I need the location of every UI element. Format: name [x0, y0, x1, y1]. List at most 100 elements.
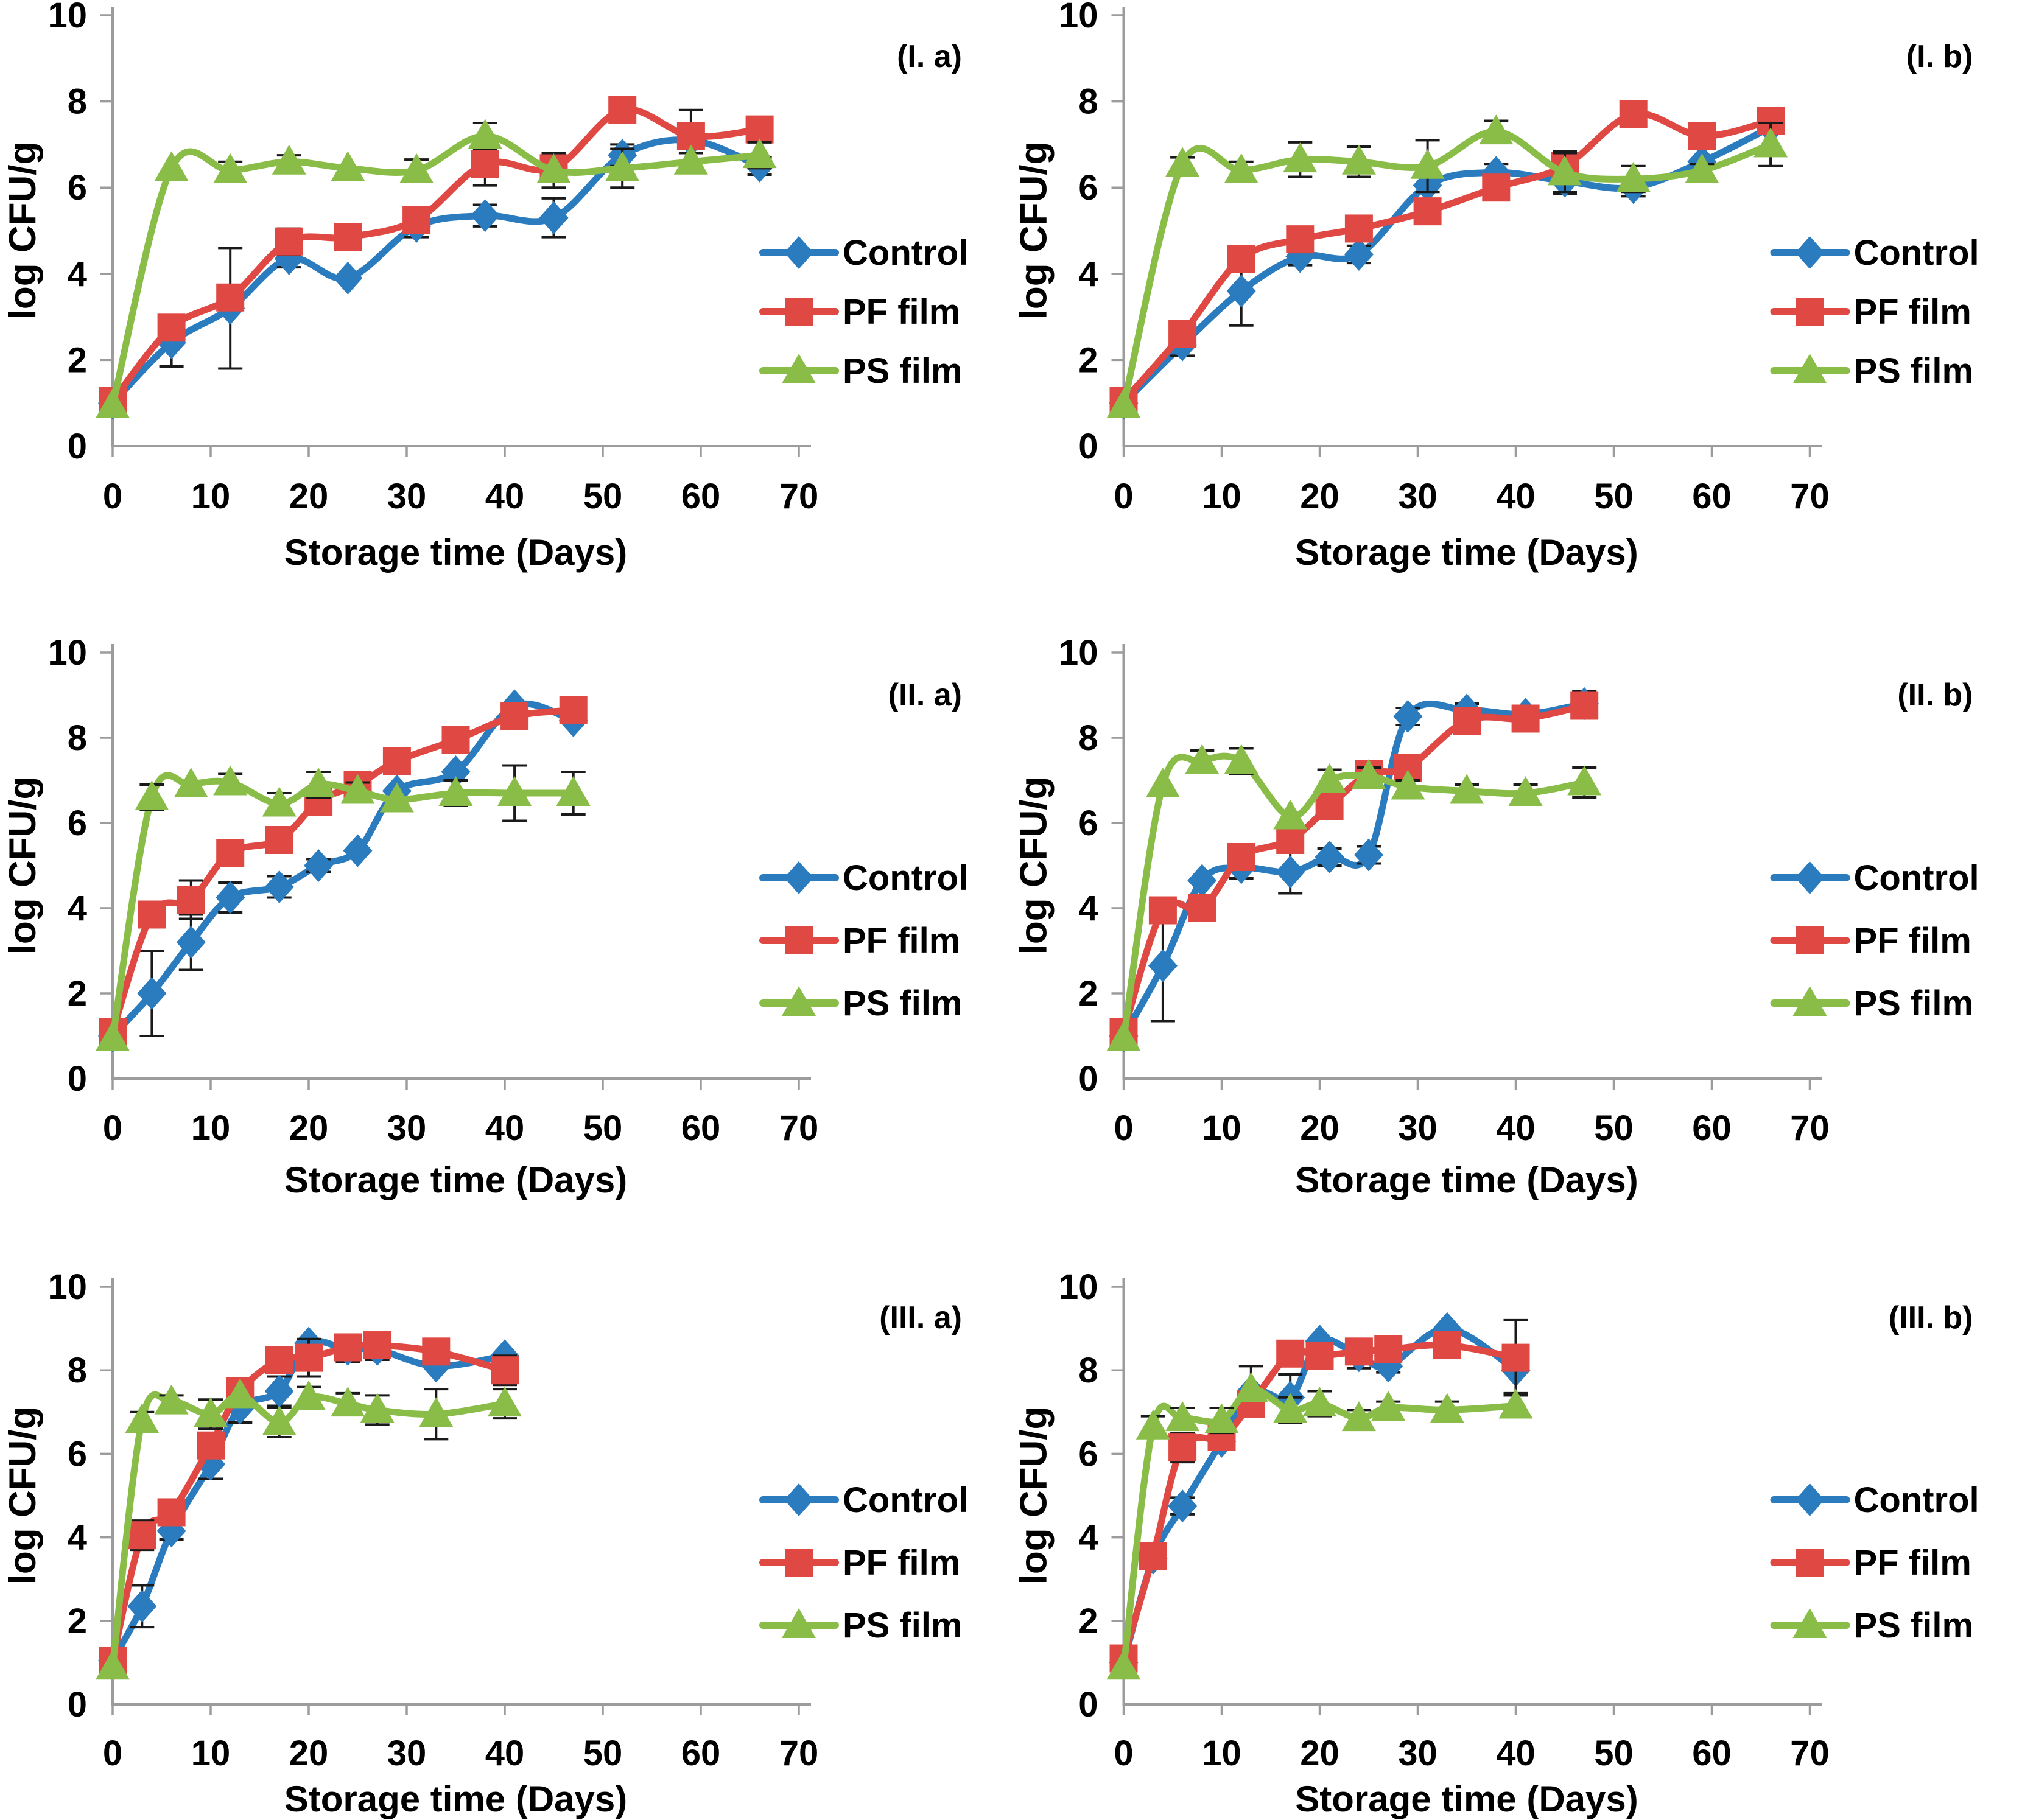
- square-marker: [1276, 1339, 1305, 1368]
- triangle-marker: [213, 153, 248, 183]
- panel-III-a: 0 2 4 6 8 10 0 10 20 30 40 50 60 70 log CFU/g Storage t…: [0, 1214, 1011, 1820]
- y-axis-title: log CFU/g: [2, 142, 44, 320]
- triangle-marker: [125, 1403, 160, 1433]
- square-marker: [1619, 100, 1648, 128]
- series-line: [1120, 700, 1588, 1040]
- series-line: [1120, 1342, 1519, 1662]
- legend-square-marker: [1796, 1549, 1824, 1577]
- legend-triangle-marker: [782, 1608, 816, 1638]
- panel-II-a: 0 2 4 6 8 10 0 10 20 30 40 50 60 70 log CFU/g Storage t…: [0, 607, 1011, 1214]
- square-marker: [441, 726, 470, 754]
- y-tick-label: 4: [68, 1518, 87, 1558]
- diamond-marker: [216, 881, 245, 914]
- y-tick-label: 6: [1078, 1434, 1098, 1474]
- triangle-marker: [154, 1384, 189, 1415]
- x-tick-label: 0: [1114, 1108, 1133, 1148]
- series-ps-film: [1106, 114, 1788, 418]
- diamond-marker: [1187, 864, 1217, 897]
- chart-svg: 0 2 4 6 8 10 0 10 20 30 40 50 60 70 log CFU/g Storage t…: [1013, 0, 1979, 573]
- square-marker: [1688, 122, 1716, 150]
- triangle-marker: [419, 1397, 454, 1427]
- panel-label: (I. b): [1906, 39, 1973, 74]
- x-axis-title: Storage time (Days): [284, 1779, 628, 1819]
- x-tick-label: 70: [1790, 1734, 1830, 1773]
- triangle-marker: [379, 782, 414, 813]
- legend-item-control: Control: [1770, 233, 1979, 273]
- y-axis-title: log CFU/g: [1013, 1407, 1055, 1585]
- x-tick-label: 60: [1692, 477, 1732, 516]
- legend-item-pf-film: PF film: [759, 292, 960, 332]
- legend-label: Control: [1854, 858, 1979, 898]
- x-tick-label: 10: [191, 1108, 231, 1148]
- legend-item-control: Control: [759, 1480, 968, 1520]
- square-marker: [559, 696, 588, 724]
- x-axis-title: Storage time (Days): [1295, 532, 1638, 573]
- x-tick-label: 0: [103, 477, 122, 516]
- series-ps-film: [1106, 744, 1602, 1051]
- axes: 0 2 4 6 8 10 0 10 20 30 40 50 60 70: [47, 0, 818, 516]
- legend-item-pf-film: PF film: [1770, 292, 1971, 332]
- x-tick-label: 50: [583, 1108, 623, 1148]
- panel-I-a: 0 2 4 6 8 10 0 10 20 30 40 50 60 70 log CFU/g Storage t…: [0, 0, 1011, 607]
- triangle-marker: [673, 144, 708, 175]
- legend: Control PF film PS film: [759, 233, 968, 391]
- triangle-marker: [1224, 153, 1258, 183]
- triangle-marker: [1508, 776, 1543, 806]
- x-tick-label: 50: [1594, 477, 1634, 516]
- legend-label: Control: [843, 233, 968, 273]
- chart-svg: 0 2 4 6 8 10 0 10 20 30 40 50 60 70 log CFU/g Storage t…: [1013, 633, 1979, 1200]
- square-marker: [1344, 214, 1373, 243]
- legend-item-pf-film: PF film: [1770, 921, 1971, 961]
- legend-diamond-marker: [1795, 236, 1825, 269]
- square-marker: [197, 1431, 225, 1460]
- diamond-marker: [470, 199, 500, 233]
- y-tick-label: 6: [68, 168, 87, 208]
- square-marker: [1511, 704, 1540, 733]
- x-tick-label: 20: [289, 477, 329, 516]
- square-marker: [177, 886, 205, 914]
- triangle-marker: [1165, 1401, 1200, 1432]
- x-tick-label: 60: [681, 1108, 721, 1148]
- x-tick-label: 60: [681, 1734, 721, 1773]
- triangle-marker: [331, 1387, 365, 1417]
- x-axis-title: Storage time (Days): [284, 1160, 628, 1200]
- series-pf-film: [1109, 100, 1785, 415]
- square-marker: [128, 1521, 156, 1550]
- legend-triangle-marker: [782, 986, 816, 1016]
- legend-label: PF film: [1854, 1543, 1971, 1583]
- series-control: [98, 689, 588, 1052]
- panel-label: (III. b): [1889, 1300, 1973, 1335]
- y-tick-label: 8: [68, 1351, 87, 1390]
- diamond-marker: [1393, 700, 1423, 733]
- series-ps-film: [96, 1378, 522, 1680]
- legend-label: Control: [843, 858, 968, 898]
- triangle-marker: [1283, 142, 1318, 173]
- x-tick-label: 60: [1692, 1734, 1732, 1773]
- triangle-marker: [340, 774, 375, 804]
- legend-item-ps-film: PS film: [759, 984, 963, 1023]
- triangle-marker: [360, 1393, 395, 1423]
- triangle-marker: [605, 151, 640, 181]
- triangle-marker: [1450, 774, 1484, 804]
- legend-triangle-marker: [782, 354, 816, 383]
- square-marker: [422, 1337, 451, 1366]
- x-tick-label: 50: [583, 477, 623, 516]
- triangle-marker: [1371, 1390, 1406, 1421]
- x-tick-label: 40: [485, 1108, 525, 1148]
- x-tick-label: 70: [779, 1734, 819, 1773]
- triangle-marker: [1273, 1393, 1308, 1423]
- y-tick-label: 6: [1078, 168, 1098, 208]
- triangle-marker: [1234, 1372, 1268, 1402]
- diamond-marker: [1432, 1312, 1462, 1345]
- square-marker: [216, 283, 245, 312]
- legend-item-control: Control: [1770, 1480, 1979, 1520]
- y-tick-label: 6: [68, 1434, 87, 1474]
- diamond-marker: [1315, 841, 1344, 873]
- y-tick-label: 4: [1078, 254, 1098, 294]
- square-marker: [157, 1498, 186, 1527]
- legend-item-control: Control: [759, 233, 968, 273]
- triangle-marker: [1616, 162, 1651, 192]
- square-marker: [1501, 1343, 1530, 1372]
- series-pf-film: [1109, 1318, 1530, 1673]
- legend-item-pf-film: PF film: [1770, 1543, 1971, 1583]
